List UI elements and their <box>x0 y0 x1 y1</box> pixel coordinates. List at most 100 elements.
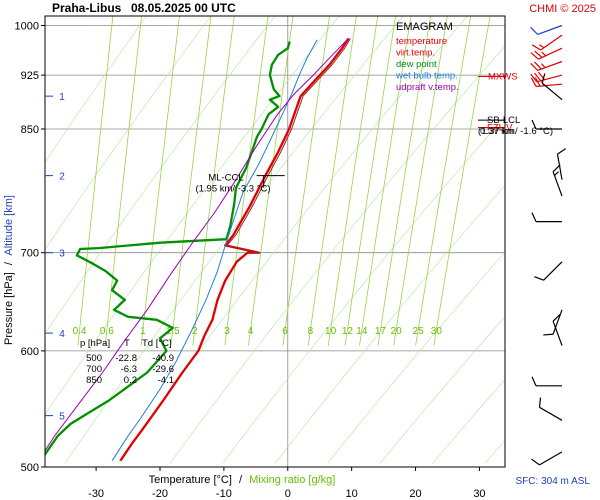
legend-item: dew point <box>396 59 437 70</box>
wind-barb-staff <box>552 320 563 346</box>
wind-barb-staff <box>538 47 563 60</box>
wind-barb <box>531 376 562 387</box>
legend-item: udpraft v.temp. <box>396 82 459 93</box>
mixing-ratio-label: 0.6 <box>100 326 114 337</box>
wind-barb <box>530 47 563 60</box>
altitude-tick-label: 2 <box>59 172 65 183</box>
mixing-ratio-label: 25 <box>413 326 425 337</box>
wind-barb <box>556 148 566 180</box>
mixing-ratio-label: 20 <box>391 326 403 337</box>
mixing-ratio-line <box>377 16 431 346</box>
table-cell: 0.2 <box>124 375 137 386</box>
mixing-ratio-label: 8 <box>308 326 314 337</box>
wind-barb <box>531 212 562 223</box>
wind-barb <box>538 397 563 421</box>
wind-barb-half <box>554 171 559 176</box>
mixing-ratio-line <box>307 16 357 346</box>
wind-barb <box>541 73 563 101</box>
x-tick-label: -20 <box>152 488 168 500</box>
wind-barb-flag <box>557 148 566 155</box>
mixing-ratio-label: 17 <box>375 326 387 337</box>
mixing-ratio-label: 2 <box>192 326 198 337</box>
wind-barb <box>543 309 563 336</box>
wind-barb <box>534 261 563 281</box>
table-cell: -22.8 <box>115 353 137 364</box>
wind-barb-flag <box>530 77 537 87</box>
wind-barb-flag <box>531 212 537 222</box>
legend-title: EMAGRAM <box>396 21 453 33</box>
mixing-ratio-line <box>170 16 212 346</box>
x-tick-label: 0 <box>285 488 291 500</box>
fzl-label: FZL V <box>487 123 513 134</box>
mixing-ratio-line <box>344 16 396 346</box>
mixing-ratio-label: 30 <box>431 326 443 337</box>
x-axis-separator: / <box>239 474 243 486</box>
wind-barb-flag <box>552 313 561 322</box>
table-cell: 700 <box>86 364 102 375</box>
wind-barb <box>531 119 562 130</box>
mixing-ratio-line <box>104 16 142 346</box>
wind-barb-half <box>539 44 545 49</box>
ml-ccl-label: ML-CCL <box>208 173 243 184</box>
wind-barb-half <box>541 51 547 57</box>
dry-adiabat <box>45 16 147 163</box>
series-virt-temp- <box>226 38 351 254</box>
wind-barb-staff <box>552 171 563 197</box>
mixing-ratio-line <box>140 16 180 346</box>
wind-barb <box>530 24 563 35</box>
wind-barb-staff <box>536 74 563 83</box>
mxws-label: MXWS <box>488 72 518 83</box>
table-cell: 850 <box>86 375 102 386</box>
series-wet-bulb-temp- <box>111 39 318 461</box>
x-axis-label: Temperature [°C] <box>149 474 232 486</box>
dry-adiabat <box>379 316 505 464</box>
dry-adiabat <box>45 16 212 251</box>
mixing-ratio-label: 6 <box>282 326 288 337</box>
dry-adiabat <box>538 16 600 463</box>
mixing-ratio-lines: 0.4 0.6 1 1.5 2 3 4 6 8 10 12 14 17 20 25 30 <box>45 16 600 464</box>
wind-barb-staff <box>543 261 563 281</box>
pressure-tick-label: 925 <box>21 70 39 82</box>
x-tick-label: -10 <box>216 488 232 500</box>
wind-barb-flag <box>530 52 539 60</box>
mixing-ratio-line <box>77 16 114 346</box>
table-cell: -29.6 <box>152 364 174 375</box>
dry-adiabat <box>169 45 505 464</box>
dry-adiabat <box>274 184 505 464</box>
sb-lcl-label: SB-LCL <box>487 115 520 126</box>
wind-barb-flag <box>531 119 537 130</box>
wind-barb-flag <box>543 333 554 336</box>
wind-barb-flag <box>538 397 542 408</box>
wind-barb-flag <box>534 276 544 281</box>
wind-barb-flag <box>541 73 546 84</box>
pressure-tick-label: 600 <box>21 346 39 358</box>
wind-barb <box>530 60 563 71</box>
y-axis-pressure-label: Pressure [hPa] <box>3 272 15 345</box>
wind-barb-staff <box>537 24 563 35</box>
svg-text:Pressure [hPa] / A: Pressure [hPa] / Altitude [km] <box>3 195 15 345</box>
wind-barb-flag <box>534 50 543 58</box>
table-header: T <box>124 338 130 349</box>
y-axis-altitude-label: Altitude [km] <box>3 195 15 256</box>
dry-adiabat <box>327 251 505 464</box>
mixing-ratio-label: 3 <box>224 326 230 337</box>
wind-barb <box>552 313 563 346</box>
wind-barb-flag <box>531 458 540 466</box>
table-header: Td [°C] <box>142 338 172 349</box>
mixing-ratio-line <box>192 16 235 346</box>
ml-ccl-detail: (1.95 km/ -3.3 °C) <box>195 184 270 195</box>
dry-adiabat <box>45 16 276 335</box>
x-axis-title: Temperature [°C] / Mixing ratio [g/kg] <box>149 474 336 486</box>
wind-barb-flag <box>531 376 537 387</box>
mixing-ratio-label: 4 <box>248 326 254 337</box>
wind-barb-staff <box>539 406 563 421</box>
wind-barb-half <box>541 63 546 69</box>
pressure-tick-label: 500 <box>21 462 39 474</box>
series-dew-point <box>45 41 291 457</box>
surface-elevation: SFC: 304 m ASL <box>516 476 591 487</box>
pressure-tick-label: 850 <box>21 124 39 136</box>
annotations: ML-CCL(1.95 km/ -3.3 °C) FZL VSB-LCL(1.37… <box>195 72 553 195</box>
wind-barb-flag <box>534 61 542 70</box>
sb-lcl-overlap: 0.37 km <box>480 126 514 137</box>
